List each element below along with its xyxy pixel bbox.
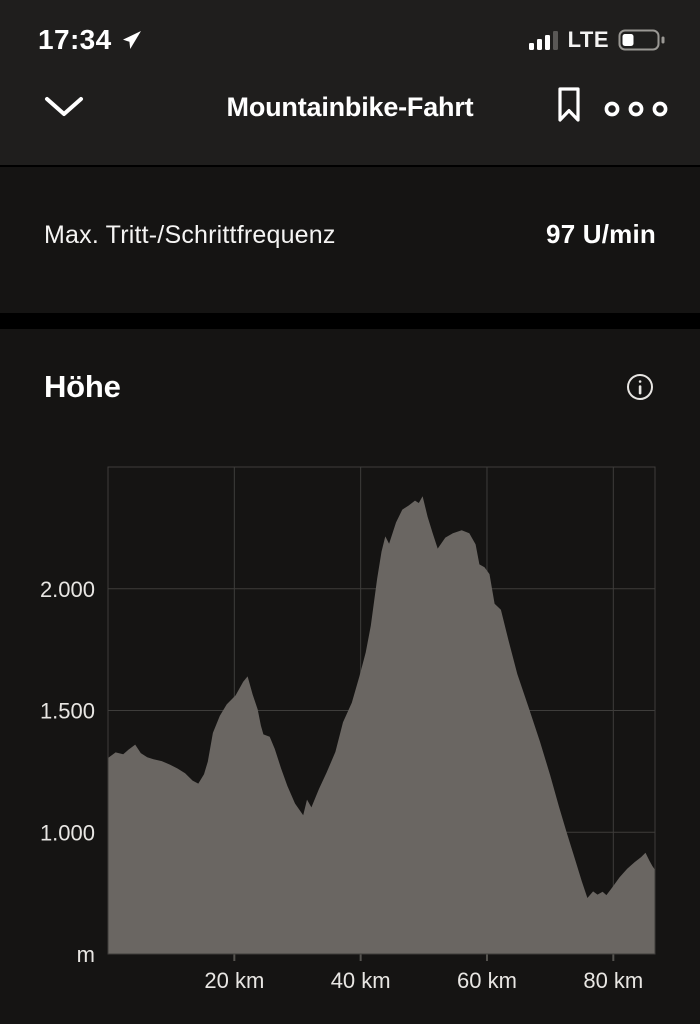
- elevation-chart: 2.000 1.500 1.000 m 20 km 40 km 60 km 80 km: [40, 466, 656, 993]
- svg-text:1.500: 1.500: [40, 699, 95, 724]
- more-options-button[interactable]: [598, 94, 674, 124]
- svg-text:1.000: 1.000: [40, 820, 95, 845]
- svg-text:80 km: 80 km: [583, 968, 643, 993]
- nav-bar: Mountainbike-Fahrt: [0, 68, 700, 154]
- stat-value: 97 U/min: [546, 219, 656, 249]
- svg-text:40 km: 40 km: [331, 968, 391, 993]
- stat-row-max-cadence: Max. Tritt-/Schrittfrequenz 97 U/min: [0, 167, 700, 250]
- card-title: Höhe: [44, 369, 121, 404]
- collapse-button[interactable]: [38, 90, 90, 124]
- elevation-card: Höhe 2.000 1.500 1.000 m 20 km 40 km 60 km 80 k…: [0, 329, 700, 1024]
- stat-label: Max. Tritt-/Schrittfrequenz: [44, 221, 336, 249]
- svg-text:60 km: 60 km: [457, 968, 517, 993]
- info-button[interactable]: [624, 371, 656, 403]
- battery-icon: [618, 29, 666, 51]
- bookmark-button[interactable]: [548, 80, 590, 130]
- page-title: Mountainbike-Fahrt: [226, 92, 474, 122]
- info-icon: [626, 374, 654, 404]
- location-arrow-icon: [122, 30, 142, 50]
- more-dots-icon: [604, 101, 668, 121]
- bookmark-icon: [554, 87, 584, 127]
- svg-text:2.000: 2.000: [40, 577, 95, 602]
- status-bar: 17:34 LTE: [0, 0, 700, 60]
- header: 17:34 LTE: [0, 0, 700, 165]
- signal-strength-icon: [528, 30, 559, 50]
- network-type-label: LTE: [567, 27, 609, 52]
- status-time: 17:34: [38, 24, 112, 55]
- stats-section: Max. Tritt-/Schrittfrequenz 97 U/min: [0, 167, 700, 313]
- svg-text:20 km: 20 km: [204, 968, 264, 993]
- chevron-down-icon: [44, 97, 84, 121]
- svg-text:m: m: [77, 942, 95, 967]
